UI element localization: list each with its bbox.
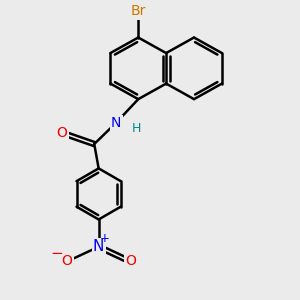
- Text: +: +: [100, 232, 110, 245]
- Text: O: O: [125, 254, 136, 268]
- Text: H: H: [132, 122, 142, 135]
- Text: N: N: [111, 116, 122, 130]
- Text: −: −: [51, 246, 63, 261]
- Text: N: N: [93, 239, 104, 254]
- Text: Br: Br: [130, 4, 146, 18]
- Text: O: O: [56, 126, 68, 140]
- Text: O: O: [61, 254, 72, 268]
